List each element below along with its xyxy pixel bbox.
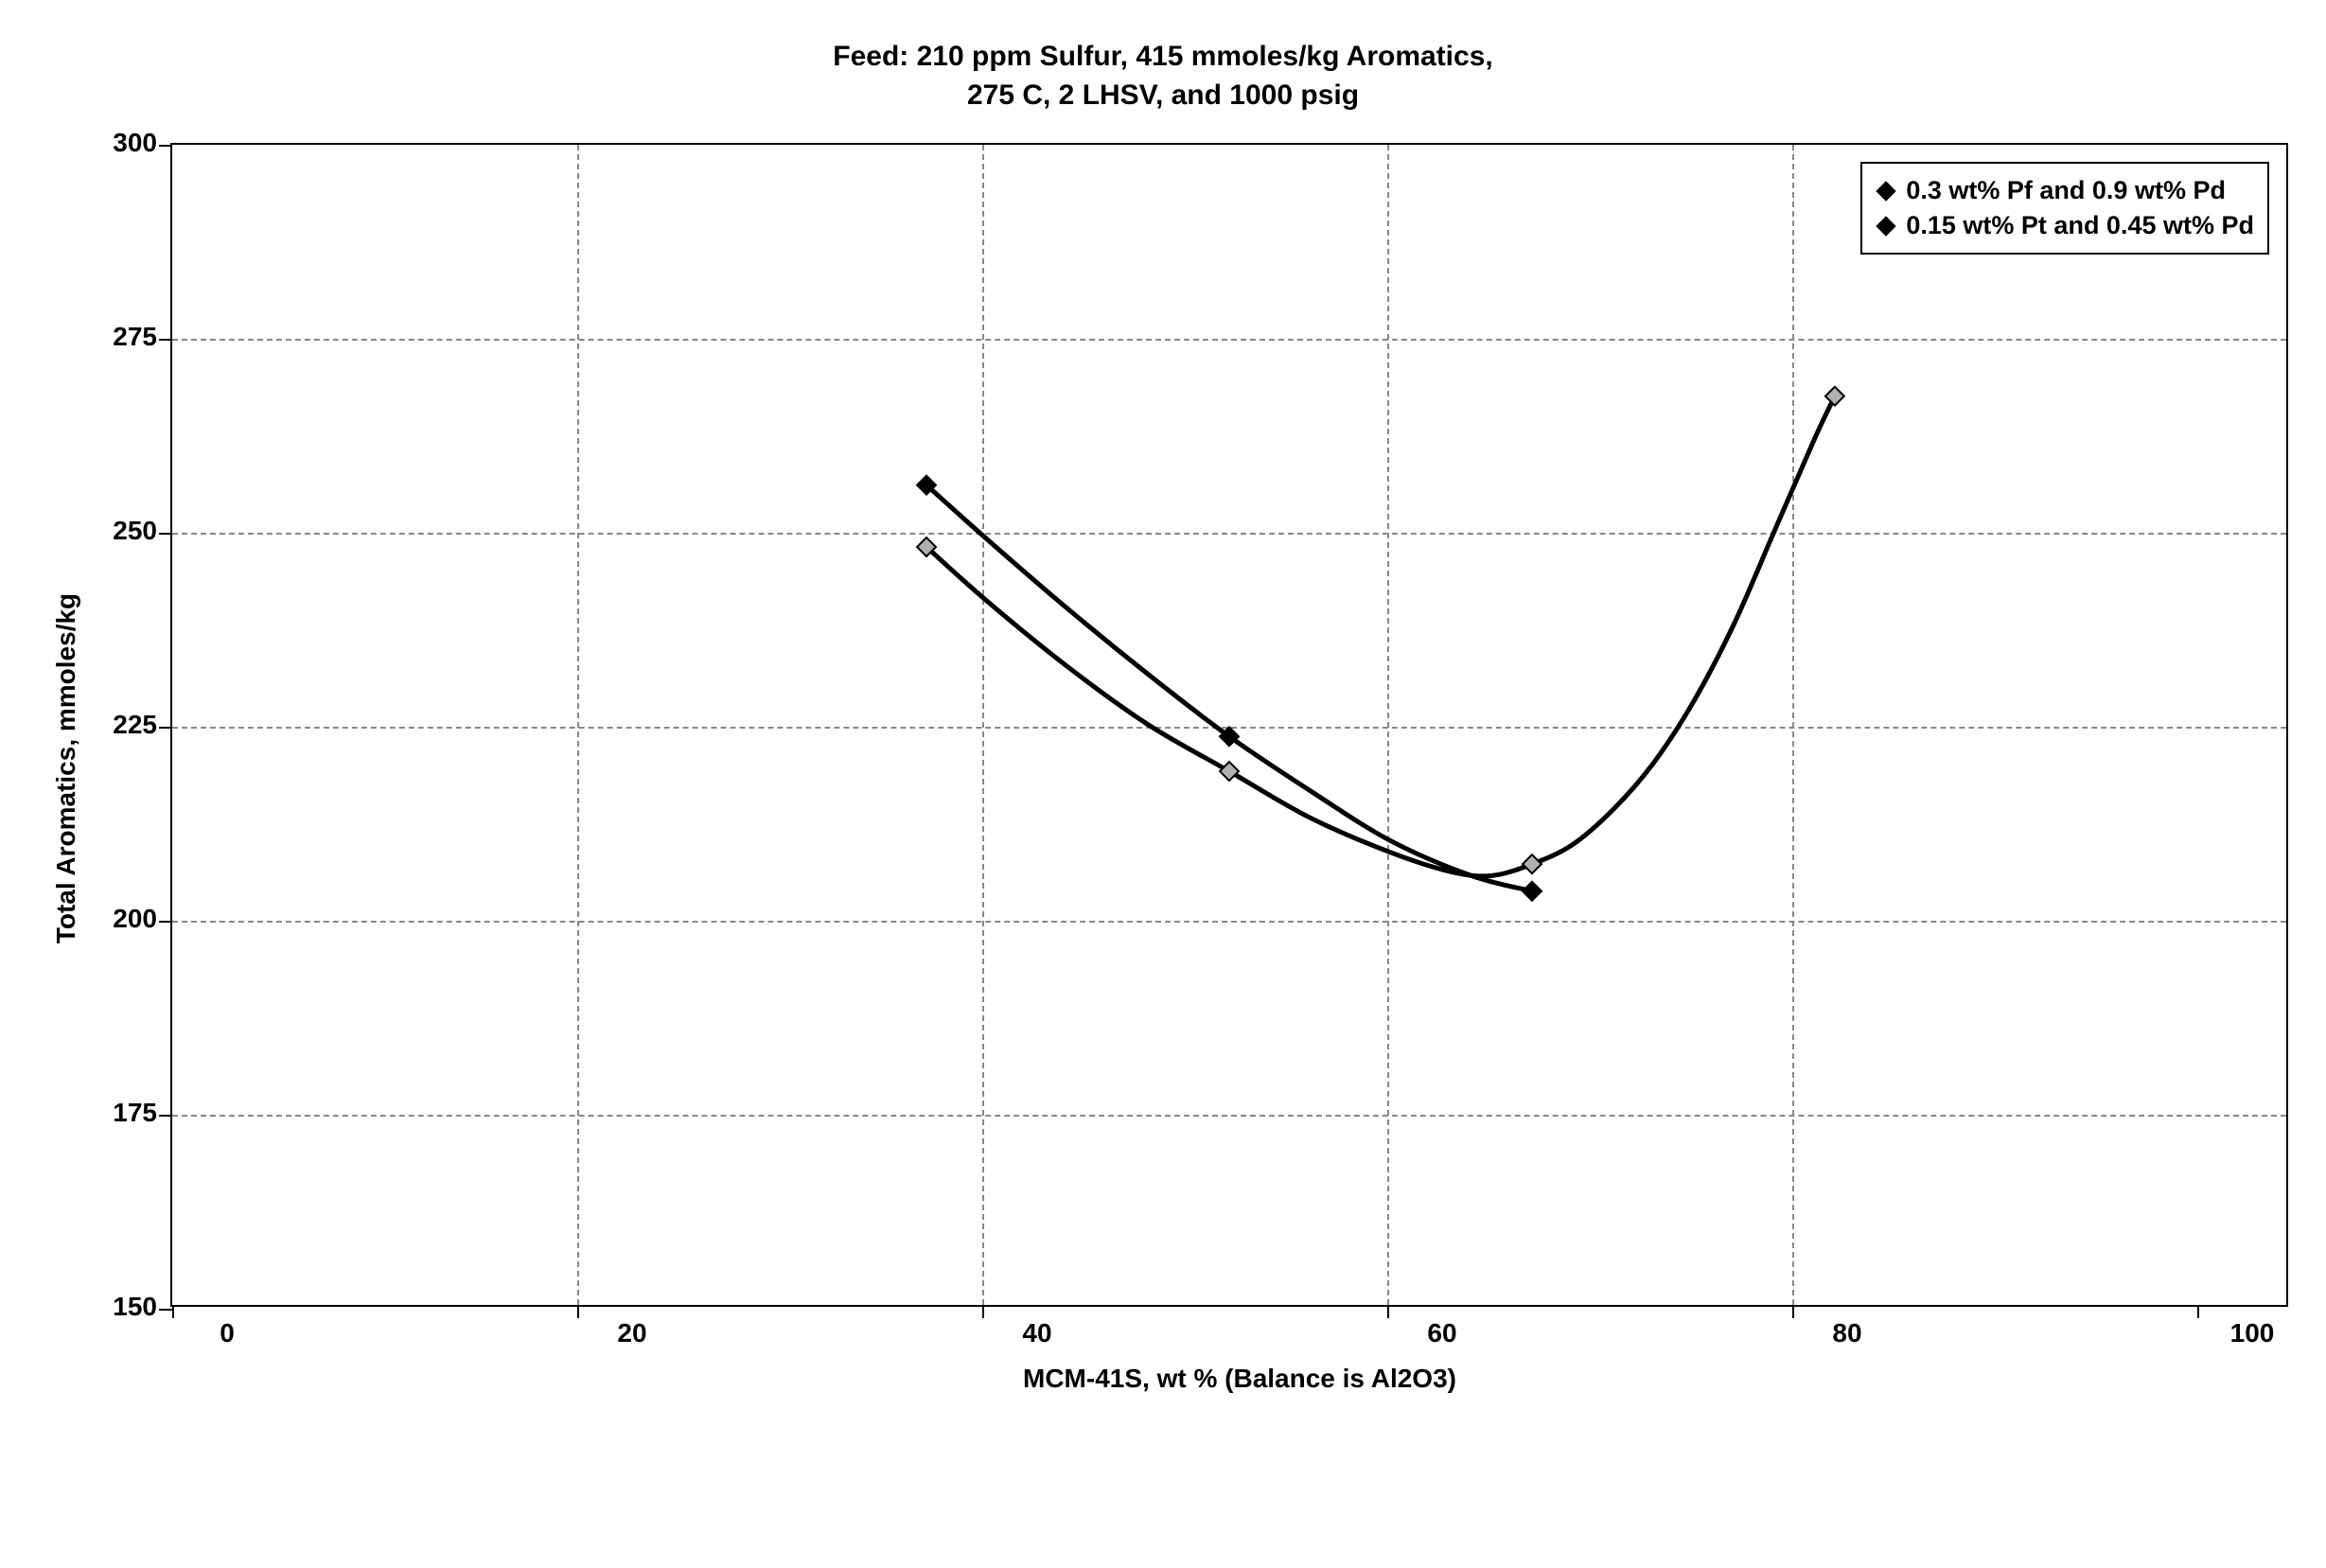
- y-tick-label: 300: [113, 128, 157, 158]
- x-tick-label: 100: [2230, 1318, 2275, 1348]
- legend-label: 0.15 wt% Pt and 0.45 wt% Pd: [1906, 211, 2254, 240]
- y-tick-mark: [159, 727, 172, 729]
- x-tick-label: 60: [1427, 1318, 1456, 1348]
- y-tick-label: 200: [113, 904, 157, 934]
- y-tick-mark: [159, 533, 172, 535]
- y-tick-label: 225: [113, 710, 157, 740]
- diamond-marker: [1825, 387, 1844, 406]
- y-axis-label-container: Total Aromatics, mmoles/kg: [38, 753, 95, 784]
- legend-item: 0.15 wt% Pt and 0.45 wt% Pd: [1876, 208, 2254, 243]
- y-tick-label: 250: [113, 516, 157, 546]
- x-tick-label: 80: [1832, 1318, 1861, 1348]
- series-line: [926, 396, 1835, 876]
- x-tick-row: 020406080100: [227, 1307, 2252, 1354]
- plot-area: 0.3 wt% Pf and 0.9 wt% Pd 0.15 wt% Pt and…: [170, 143, 2288, 1307]
- diamond-icon: [1876, 216, 1896, 237]
- legend: 0.3 wt% Pf and 0.9 wt% Pd 0.15 wt% Pt and…: [1860, 162, 2269, 255]
- x-axis-label: MCM-41S, wt % (Balance is Al2O3): [227, 1364, 2252, 1394]
- series-line: [926, 485, 1532, 891]
- chart-title: Feed: 210 ppm Sulfur, 415 mmoles/kg Arom…: [38, 38, 2288, 115]
- y-tick-column: 150175200225250275300: [95, 143, 170, 1307]
- y-tick-mark: [159, 921, 172, 923]
- legend-label: 0.3 wt% Pf and 0.9 wt% Pd: [1906, 176, 2226, 205]
- title-line-1: Feed: 210 ppm Sulfur, 415 mmoles/kg Arom…: [38, 38, 2288, 77]
- x-tick-label: 0: [220, 1318, 235, 1348]
- x-tick-label: 40: [1022, 1318, 1051, 1348]
- y-tick-label: 275: [113, 322, 157, 352]
- y-tick-mark: [159, 1309, 172, 1311]
- y-tick-mark: [159, 145, 172, 147]
- y-tick-mark: [159, 339, 172, 341]
- y-tick-label: 150: [113, 1292, 157, 1322]
- title-line-2: 275 C, 2 LHSV, and 1000 psig: [38, 77, 2288, 115]
- x-tick-label: 20: [617, 1318, 646, 1348]
- x-tick-mark: [172, 1305, 174, 1318]
- y-axis-label: Total Aromatics, mmoles/kg: [51, 593, 81, 943]
- diamond-icon: [1876, 181, 1896, 202]
- diamond-marker: [1523, 882, 1542, 901]
- chart-container: Feed: 210 ppm Sulfur, 415 mmoles/kg Arom…: [38, 38, 2288, 1394]
- diamond-marker: [1220, 762, 1239, 781]
- y-tick-mark: [159, 1115, 172, 1117]
- legend-item: 0.3 wt% Pf and 0.9 wt% Pd: [1876, 173, 2254, 208]
- diamond-marker: [1523, 854, 1542, 873]
- y-tick-label: 175: [113, 1098, 157, 1128]
- series-svg: [172, 145, 2286, 1305]
